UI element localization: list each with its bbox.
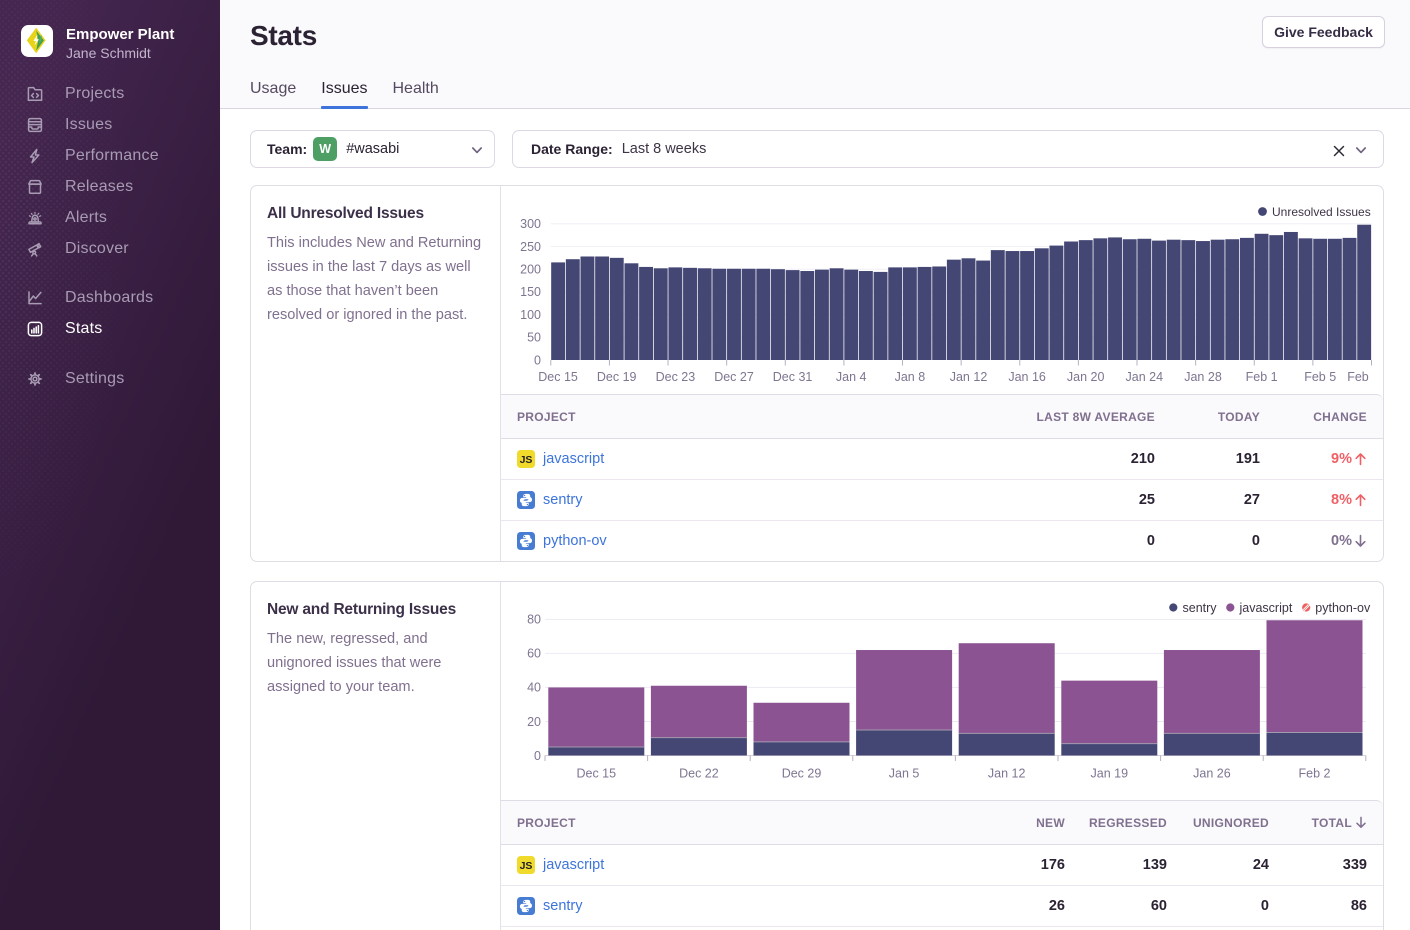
svg-text:0: 0: [534, 749, 541, 763]
svg-text:Dec 27: Dec 27: [714, 370, 754, 384]
svg-text:Feb 2: Feb 2: [1299, 766, 1331, 780]
svg-text:javascript: javascript: [1239, 601, 1293, 615]
svg-text:300: 300: [520, 217, 541, 231]
svg-text:Dec 15: Dec 15: [538, 370, 578, 384]
svg-text:Dec 19: Dec 19: [597, 370, 637, 384]
svg-text:Jan 5: Jan 5: [889, 766, 920, 780]
svg-text:200: 200: [520, 263, 541, 277]
svg-text:60: 60: [527, 647, 541, 661]
svg-text:JS: JS: [520, 860, 533, 872]
svg-text:Jan 16: Jan 16: [1008, 370, 1046, 384]
svg-text:Jan 24: Jan 24: [1126, 370, 1164, 384]
svg-text:Jan 19: Jan 19: [1091, 766, 1129, 780]
svg-text:Jan 26: Jan 26: [1193, 766, 1231, 780]
svg-text:sentry: sentry: [1183, 601, 1218, 615]
svg-text:150: 150: [520, 285, 541, 299]
svg-text:Jan 8: Jan 8: [895, 370, 926, 384]
svg-text:Dec 23: Dec 23: [656, 370, 696, 384]
svg-text:Jan 20: Jan 20: [1067, 370, 1105, 384]
svg-text:Unresolved Issues: Unresolved Issues: [1272, 205, 1371, 219]
svg-text:250: 250: [520, 240, 541, 254]
svg-text:40: 40: [527, 681, 541, 695]
svg-text:Jan 12: Jan 12: [950, 370, 988, 384]
svg-text:python-ov: python-ov: [1315, 601, 1371, 615]
svg-text:Feb 1: Feb 1: [1246, 370, 1278, 384]
svg-text:Dec 22: Dec 22: [679, 766, 719, 780]
svg-text:Feb 5: Feb 5: [1304, 370, 1336, 384]
svg-text:Dec 15: Dec 15: [576, 766, 616, 780]
svg-text:Dec 29: Dec 29: [782, 766, 822, 780]
svg-text:Feb: Feb: [1347, 370, 1369, 384]
svg-text:JS: JS: [520, 454, 533, 466]
svg-text:80: 80: [527, 613, 541, 627]
svg-text:Jan 28: Jan 28: [1184, 370, 1222, 384]
svg-text:Dec 31: Dec 31: [773, 370, 813, 384]
svg-text:Jan 12: Jan 12: [988, 766, 1026, 780]
svg-text:100: 100: [520, 308, 541, 322]
svg-text:20: 20: [527, 715, 541, 729]
svg-text:Jan 4: Jan 4: [836, 370, 867, 384]
svg-text:50: 50: [527, 331, 541, 345]
svg-text:0: 0: [534, 353, 541, 367]
